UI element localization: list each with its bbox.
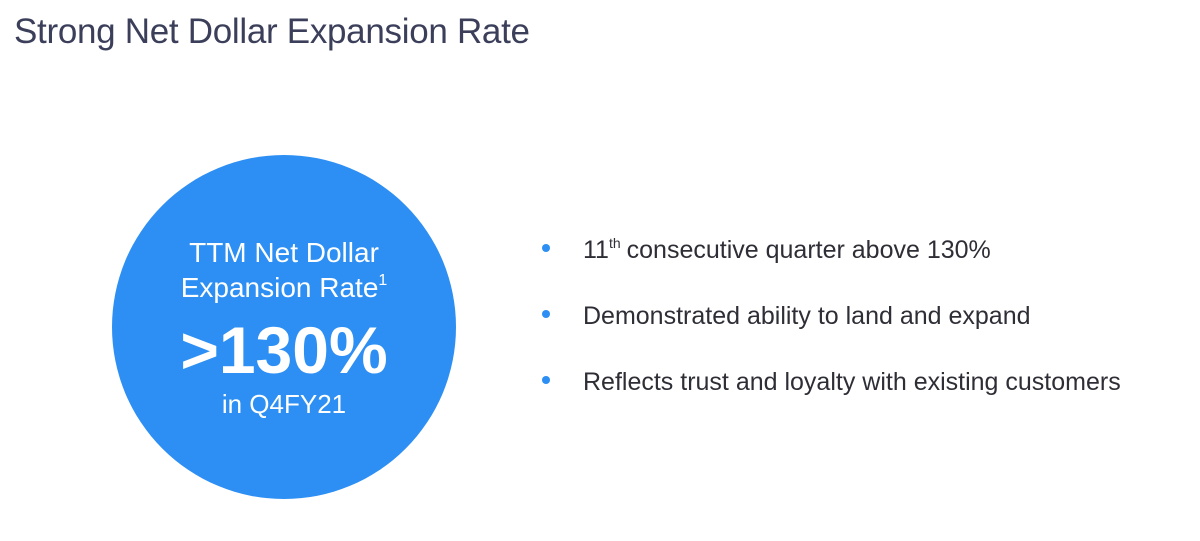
bullet-text: Demonstrated ability to land and expand	[583, 302, 1031, 330]
bullet-sup: th	[608, 235, 621, 251]
highlight-value: >130%	[180, 313, 388, 387]
slide-title: Strong Net Dollar Expansion Rate	[14, 12, 530, 51]
bullet-text: consecutive quarter above 130%	[626, 236, 991, 264]
highlight-circle: TTM Net Dollar Expansion Rate1 >130% in …	[112, 155, 456, 499]
bullet: Demonstrated ability to land and expand	[540, 299, 1121, 365]
highlight-period: in Q4FY21	[221, 389, 347, 419]
highlight-label: Expansion Rate1	[112, 272, 456, 304]
label-text: Expansion Rate	[180, 272, 379, 303]
footnote-marker: 1	[378, 272, 388, 289]
bullet-lead: 11	[583, 236, 609, 264]
label-text: TTM Net Dollar	[189, 237, 379, 268]
bullet: 11th consecutive quarter above 130%	[540, 233, 1121, 299]
bullet-text: Reflects trust and loyalty with existing…	[583, 368, 1121, 396]
highlight-label: TTM Net Dollar	[112, 237, 456, 269]
bullet-list: 11th consecutive quarter above 130% Demon…	[540, 233, 1121, 431]
bullet: Reflects trust and loyalty with existing…	[540, 365, 1121, 431]
